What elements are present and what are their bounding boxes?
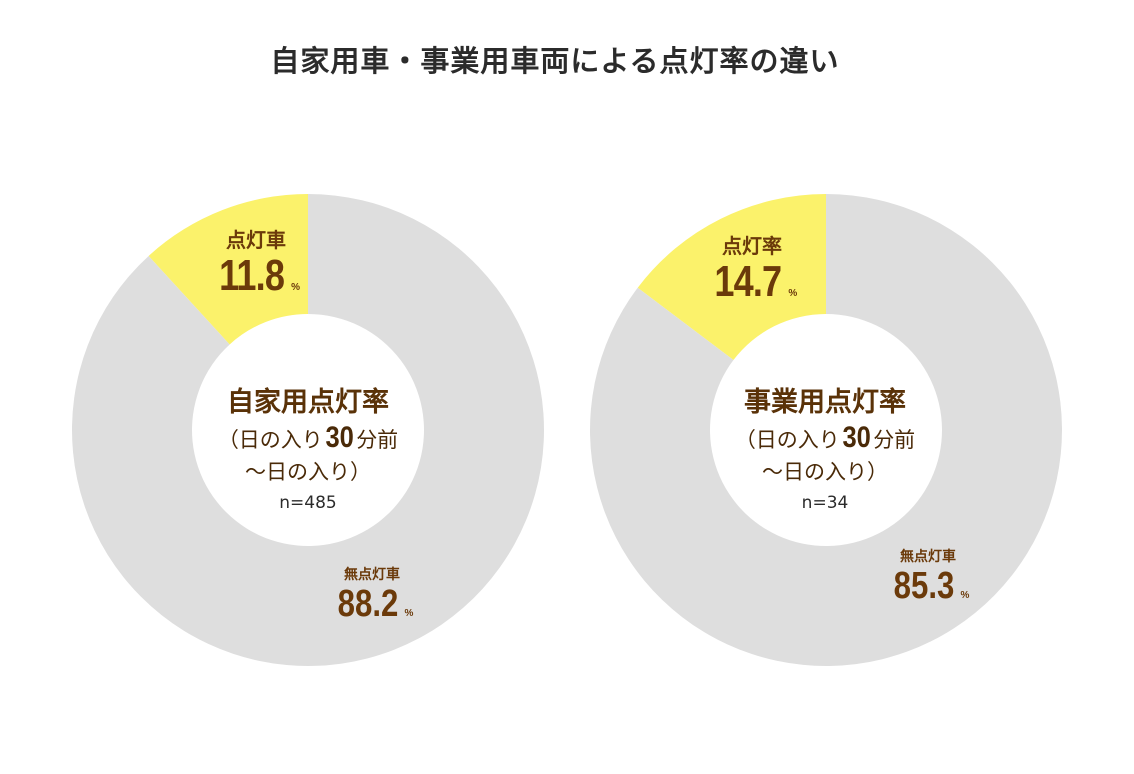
center-sub-open: （日の入り <box>734 428 840 452</box>
lit-slice-value: 14.7 <box>714 257 782 306</box>
chart-title: 自家用車・事業用車両による点灯率の違い <box>270 44 840 78</box>
lit-slice-value: 11.8 <box>219 251 285 300</box>
center-sub-big: 30 <box>842 421 871 454</box>
center-text-private: 自家用点灯率 （日の入り30 分前 〜日の入り） n=485 <box>198 386 418 520</box>
sample-size: n=485 <box>279 493 337 513</box>
unlit-slice-label-commercial: 無点灯車 85.3% <box>878 548 978 606</box>
unlit-slice-unit: % <box>404 608 414 619</box>
center-sub-close: 分前 <box>356 428 399 452</box>
unlit-slice-label-private: 無点灯車 88.2% <box>322 566 422 624</box>
center-title: 事業用点灯率 <box>744 387 906 418</box>
center-subtitle: （日の入り30 分前 <box>198 420 418 458</box>
center-subtitle-line2: 〜日の入り） <box>762 460 888 484</box>
donut-chart-private <box>71 194 545 666</box>
lit-slice-unit: % <box>291 282 301 293</box>
lit-slice <box>637 194 826 361</box>
unlit-slice-name: 無点灯車 <box>344 567 400 583</box>
center-sub-big: 30 <box>325 421 354 454</box>
lit-slice-unit: % <box>788 288 798 299</box>
center-subtitle-line2: 〜日の入り） <box>245 460 371 484</box>
donut-chart-commercial <box>590 194 1062 666</box>
lit-slice-name: 点灯車 <box>226 228 286 252</box>
center-subtitle: （日の入り30 分前 <box>715 420 935 458</box>
unlit-slice-name: 無点灯車 <box>900 549 956 565</box>
unlit-slice-value: 88.2 <box>337 583 398 625</box>
unlit-slice <box>71 194 545 666</box>
unlit-slice <box>590 194 1062 666</box>
lit-slice-name: 点灯率 <box>722 234 782 258</box>
sample-size: n=34 <box>801 493 849 513</box>
lit-slice-label-commercial: 点灯率 14.7% <box>692 234 812 306</box>
center-sub-close: 分前 <box>873 428 916 452</box>
center-title: 自家用点灯率 <box>227 387 389 418</box>
unlit-slice-unit: % <box>960 590 970 601</box>
lit-slice-label-private: 点灯車 11.8% <box>196 228 316 300</box>
center-text-commercial: 事業用点灯率 （日の入り30 分前 〜日の入り） n=34 <box>715 386 935 520</box>
lit-slice <box>148 194 308 345</box>
center-sub-open: （日の入り <box>217 428 323 452</box>
unlit-slice-value: 85.3 <box>893 565 954 607</box>
